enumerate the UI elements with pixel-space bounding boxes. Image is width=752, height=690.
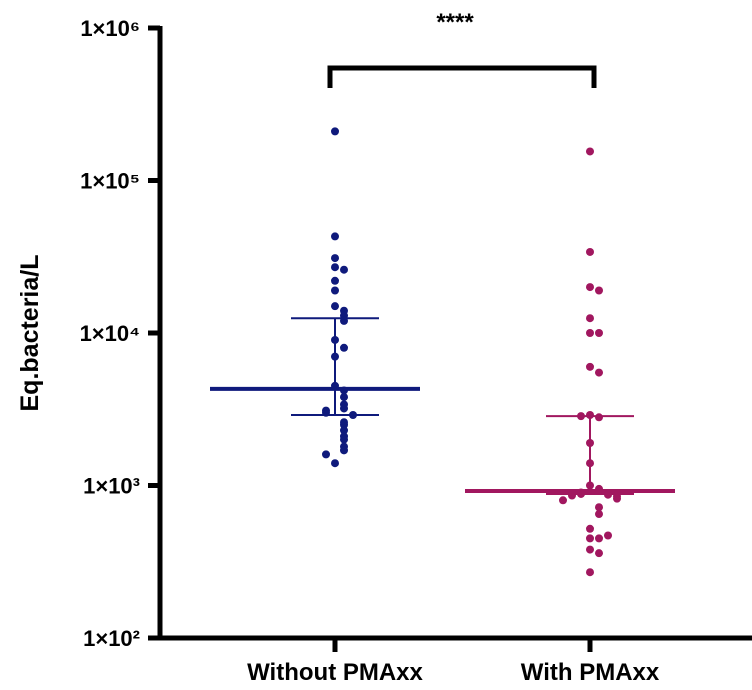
- dot: [559, 496, 567, 505]
- dot: [595, 368, 603, 377]
- dot: [340, 265, 348, 274]
- x-tick-label: With PMAxx: [521, 659, 660, 686]
- y-tick-label: 1×10⁶: [80, 16, 140, 41]
- dot: [586, 314, 594, 323]
- dot: [595, 413, 603, 422]
- dot: [331, 459, 339, 468]
- dot: [331, 302, 339, 311]
- dot: [604, 531, 612, 540]
- dot: [340, 393, 348, 402]
- dot: [595, 534, 603, 543]
- dot: [595, 286, 603, 295]
- significance-bracket: [327, 65, 597, 88]
- dot: [595, 510, 603, 519]
- dot: [331, 127, 339, 136]
- y-axis-label: Eq.bacteria/L: [16, 255, 44, 412]
- dot: [613, 494, 621, 503]
- dot: [586, 147, 594, 156]
- dot: [586, 247, 594, 256]
- dot: [586, 568, 594, 577]
- dot: [340, 404, 348, 413]
- dot: [331, 263, 339, 272]
- dot: [595, 503, 603, 512]
- dot: [331, 276, 339, 285]
- dot: [340, 435, 348, 444]
- dot: [586, 524, 594, 533]
- significance: ****: [436, 9, 474, 36]
- dot: [331, 232, 339, 241]
- y-tick-label: 1×10⁵: [80, 169, 140, 194]
- dot: [331, 286, 339, 295]
- x-tick-label: Without PMAxx: [247, 659, 423, 686]
- dot: [586, 545, 594, 554]
- y-tick-label: 1×10⁴: [80, 321, 140, 346]
- dot: [340, 426, 348, 435]
- dot: [586, 283, 594, 292]
- dot: [322, 450, 330, 459]
- dot: [586, 329, 594, 337]
- dot: [586, 362, 594, 371]
- dot: [586, 534, 594, 543]
- dot: [340, 343, 348, 352]
- y-tick-label: 1×10²: [83, 626, 140, 651]
- dot: [331, 254, 339, 263]
- y-tick-label: 1×10³: [83, 474, 140, 499]
- dot: [340, 446, 348, 455]
- dot: [595, 549, 603, 558]
- dot: [595, 329, 603, 337]
- dot: [340, 420, 348, 429]
